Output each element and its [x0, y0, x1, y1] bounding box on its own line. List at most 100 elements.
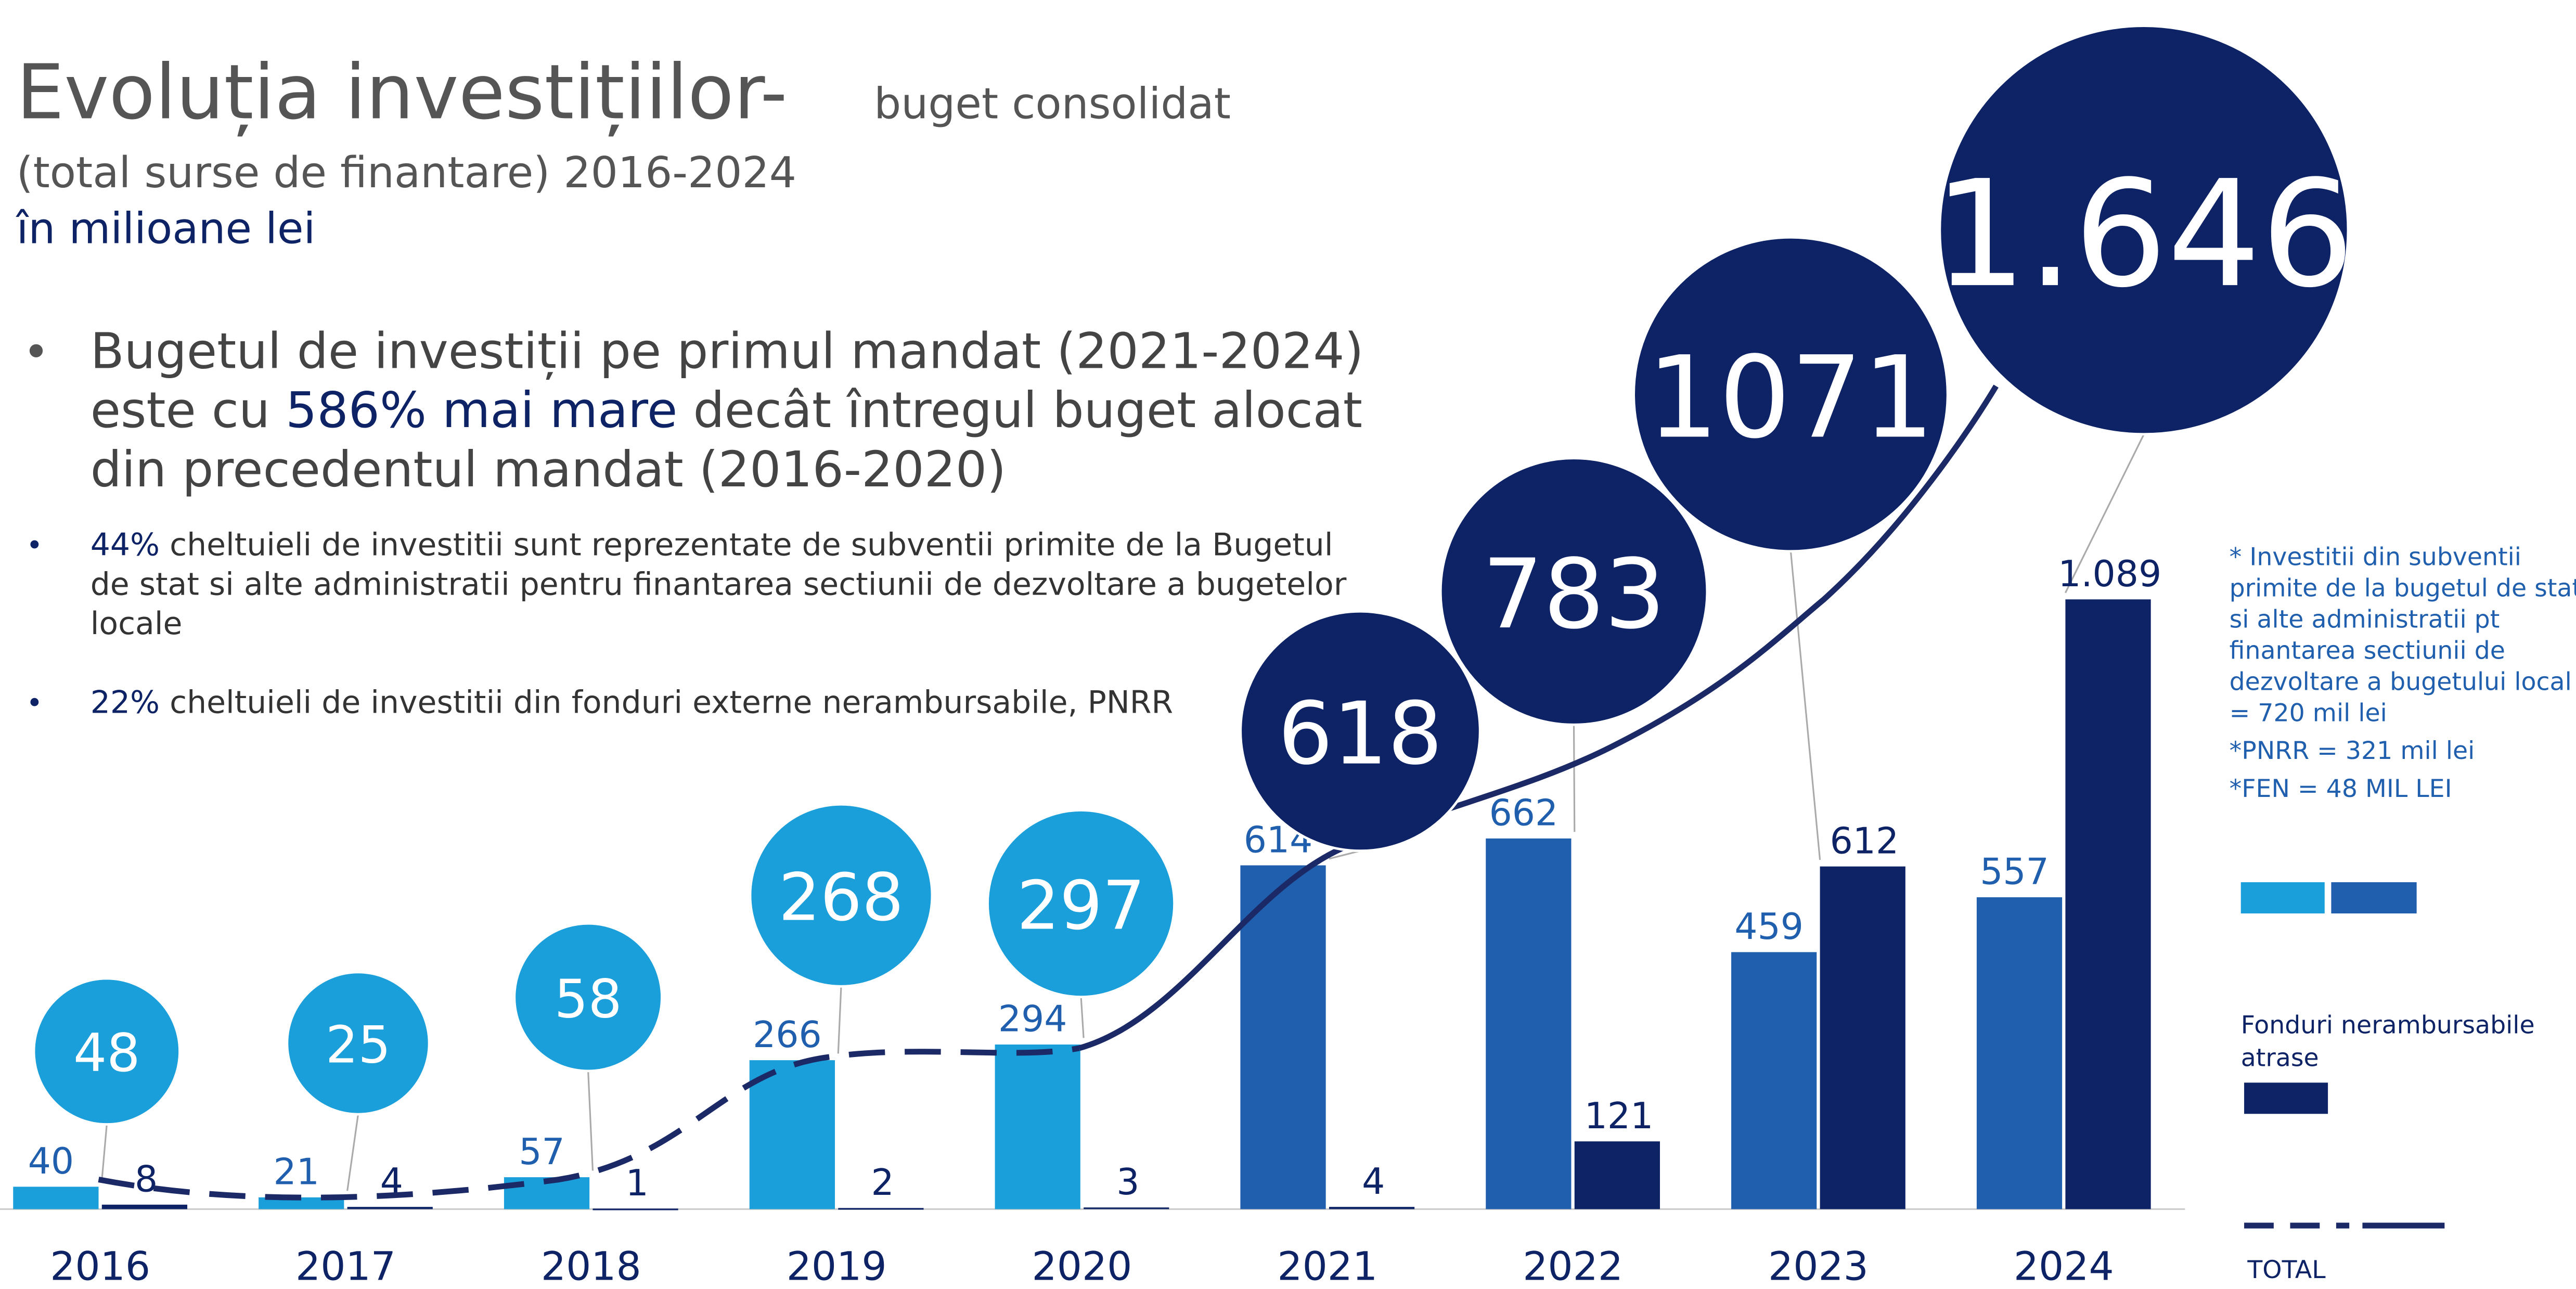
value-label: 121: [1585, 1095, 1654, 1137]
leader-line: [1329, 850, 1361, 860]
bubble: [1632, 236, 1949, 553]
bubble-label: 783: [1482, 538, 1665, 650]
bar: [347, 1207, 433, 1209]
bar: [1820, 866, 1905, 1209]
x-tick-label: 2021: [1277, 1243, 1377, 1289]
bullet-line: 44% cheltuieli de investitii sunt reprez…: [91, 527, 1333, 563]
total-trend-dashed: [98, 1045, 1080, 1201]
legend-swatch: [2331, 882, 2417, 913]
legend-swatch: [2240, 882, 2325, 913]
bullet-segment: din precedentul mandat (2016-2020): [91, 441, 1006, 498]
chart-title-line2: (total surse de finantare) 2016-2024: [17, 148, 796, 198]
note-line: *PNRR = 321 mil lei: [2230, 737, 2475, 765]
value-label: 612: [1830, 820, 1899, 862]
legend: Fonduri nerambursabile atrase TOTAL * Inv…: [2230, 543, 2576, 1284]
x-tick-label: 2020: [1032, 1243, 1132, 1289]
bubble-label: 25: [326, 1015, 391, 1075]
bubble: [1239, 610, 1482, 853]
value-label: 57: [519, 1131, 564, 1173]
bar: [13, 1187, 99, 1209]
x-tick-label: 2017: [295, 1243, 396, 1289]
bubble: [286, 971, 431, 1116]
x-tick-label: 2016: [50, 1243, 150, 1289]
chart-title: Evoluția investițiilor-: [17, 48, 788, 136]
leader-line: [2065, 434, 2145, 594]
bullet-segment: locale: [91, 605, 183, 642]
bar: [2065, 599, 2151, 1209]
x-tick-label: 2022: [1523, 1243, 1623, 1289]
value-label: 266: [753, 1014, 822, 1056]
bar: [838, 1208, 924, 1210]
value-label: 4: [1362, 1161, 1385, 1203]
bar: [101, 1204, 188, 1209]
bullet-dot: [29, 344, 43, 357]
note-line: primite de la bugetul de stat: [2230, 574, 2576, 602]
bar: [1976, 897, 2063, 1209]
bullet-segment: 22%: [91, 685, 160, 721]
bubble-label: 1.646: [1934, 149, 2354, 320]
bullet-segment: Bugetul de investiții pe primul mandat (…: [91, 323, 1364, 380]
note-line: finantarea sectiunii de: [2230, 636, 2505, 665]
bar: [1240, 865, 1326, 1209]
note-line: = 720 mil lei: [2230, 699, 2387, 727]
bullet-line: este cu 586% mai mare decât întregul bug…: [91, 382, 1362, 439]
bar: [593, 1208, 678, 1210]
bullet-line: 22% cheltuieli de investitii din fonduri…: [91, 685, 1173, 721]
value-label: 1.089: [2058, 553, 2161, 595]
value-label: 557: [1980, 852, 2049, 893]
value-label: 662: [1489, 793, 1559, 834]
bar: [749, 1060, 835, 1209]
x-tick-label: 2023: [1768, 1243, 1869, 1289]
bullet-segment: 44%: [91, 527, 160, 563]
x-tick-label: 2019: [787, 1243, 887, 1289]
value-label: 8: [135, 1159, 158, 1201]
bubble: [986, 809, 1176, 998]
bullet-line: locale: [91, 605, 183, 642]
value-label: 3: [1116, 1162, 1139, 1203]
value-label: 40: [28, 1141, 74, 1182]
bullet-line: de stat si alte administratii pentru fin…: [91, 566, 1347, 602]
note-line: * Investitii din subventii: [2230, 543, 2521, 571]
bullet-segment: este cu: [91, 382, 286, 439]
bar: [1486, 838, 1572, 1209]
bullet-line: Bugetul de investiții pe primul mandat (…: [91, 323, 1364, 380]
legend-label: Fonduri nerambursabile atrase: [2241, 1011, 2535, 1073]
leader-line: [837, 986, 842, 1054]
bullet-list: Bugetul de investiții pe primul mandat (…: [29, 323, 1364, 721]
leader-line: [346, 1114, 359, 1191]
total-trend-solid: [1078, 384, 1999, 1051]
bubble: [1938, 24, 2350, 436]
bubble-label: 1071: [1647, 332, 1935, 463]
bubble-label: 618: [1278, 684, 1442, 784]
bullet-segment: cheltuieli de investitii din fonduri ext…: [160, 685, 1173, 721]
leader-line: [1789, 551, 1821, 860]
note-line: si alte administratii pt: [2230, 605, 2500, 634]
bubble-label: 297: [1017, 867, 1145, 945]
bubble: [513, 922, 663, 1073]
bullet-segment: 586% mai mare: [286, 382, 677, 439]
bullet-dot: [30, 540, 39, 549]
leader-line: [1573, 725, 1576, 832]
chart-subtitle: buget consolidat: [874, 79, 1231, 128]
bar: [995, 1044, 1080, 1209]
value-label: 459: [1734, 906, 1804, 948]
bubble-label: 268: [779, 859, 904, 935]
bullet-segment: de stat si alte administratii pentru fin…: [91, 566, 1347, 602]
bubble: [1439, 457, 1709, 726]
note-line: *FEN = 48 MIL LEI: [2230, 775, 2452, 803]
value-label: 2: [871, 1162, 894, 1204]
leader-line: [101, 1124, 108, 1180]
unit-label: în milioane lei: [16, 204, 316, 253]
bar: [1731, 952, 1817, 1209]
legend-swatch: [2244, 1082, 2328, 1114]
bar: [1574, 1141, 1660, 1209]
bullet-line: din precedentul mandat (2016-2020): [91, 441, 1006, 498]
bubble-label: 48: [73, 1022, 140, 1084]
bullet-dot: [30, 698, 39, 706]
leader-line: [1080, 997, 1085, 1038]
x-tick-label: 2024: [2014, 1243, 2114, 1289]
leader-line: [587, 1071, 594, 1171]
